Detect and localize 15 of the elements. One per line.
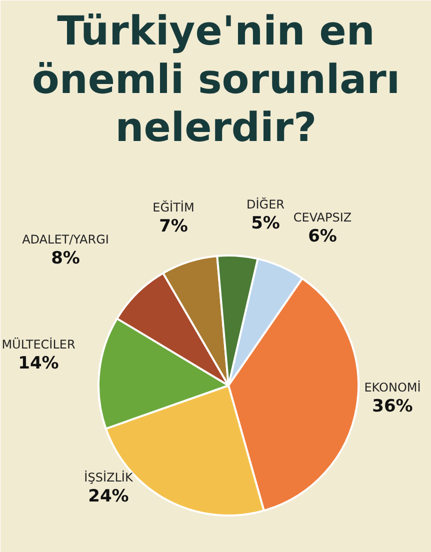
slice-label: İŞSİZLİK <box>84 470 134 484</box>
data-label: 5% <box>251 214 280 234</box>
data-label: 36% <box>372 396 413 416</box>
data-label: 24% <box>88 486 129 506</box>
data-label: 6% <box>308 226 337 246</box>
slice-label: DİĞER <box>246 196 284 212</box>
slice-label: EĞİTİM <box>152 200 194 214</box>
slice-label: ADALET/YARGI <box>22 232 109 246</box>
slice-label: MÜLTECİLER <box>2 338 76 352</box>
data-label: 8% <box>51 248 80 268</box>
slice-label: EKONOMİ <box>364 380 421 394</box>
data-label: 14% <box>18 354 59 374</box>
slice-label: CEVAPSIZ <box>293 210 352 224</box>
data-label: 7% <box>159 216 188 236</box>
chart-title: Türkiye'nin en önemli sorunları nelerdir? <box>32 8 400 152</box>
